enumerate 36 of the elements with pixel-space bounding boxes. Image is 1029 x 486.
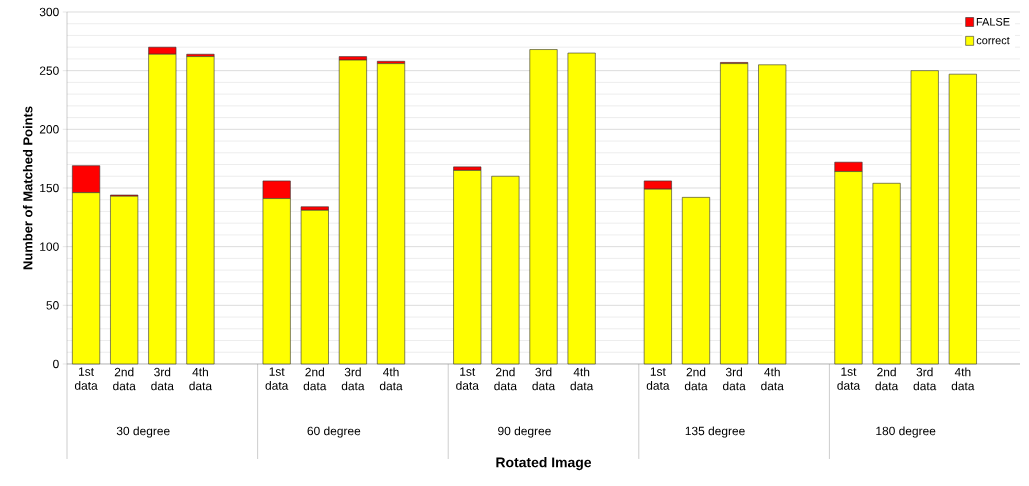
text: 135 degree [685, 426, 745, 438]
x-tick-label: 1st data [456, 367, 479, 390]
x-tick-label: 3rd data [532, 367, 556, 391]
x-tick-label: 4th data [761, 367, 784, 391]
y-tick-label: 150 [40, 183, 59, 193]
x-tick-label: 2nd data [303, 367, 327, 391]
y-axis-title: Number of Matched Points [22, 106, 33, 270]
x-tick-label: 3rd data [341, 367, 365, 391]
x-tick-label: 4th data [951, 367, 975, 391]
x-tick-label: 3rd data [722, 367, 746, 391]
y-tick-label: 200 [39, 125, 59, 134]
legend-label: FALSE [976, 17, 1010, 26]
x-axis-title: Rotated Image [496, 457, 592, 471]
y-tick-label: 300 [39, 7, 59, 17]
x-tick-label: 3rd data [913, 367, 937, 391]
x-tick-label: 2nd data [113, 367, 136, 391]
x-tick-label: 1st data [646, 367, 670, 390]
y-tick-label: 50 [46, 301, 59, 310]
x-tick-label: 4th data [379, 367, 403, 391]
text: 30 degree [116, 426, 170, 438]
legend-label: correct [976, 37, 1010, 45]
text: 90 degree [498, 426, 551, 438]
x-tick-label: 3rd data [151, 367, 174, 391]
x-tick-label: 2nd data [494, 367, 518, 391]
y-tick-label: 100 [40, 242, 59, 251]
x-tick-label: 2nd data [875, 367, 899, 391]
x-tick-label: 2nd data [684, 367, 708, 391]
y-tick-label: 250 [39, 66, 59, 75]
text: 180 degree [876, 426, 936, 438]
y-tick-label: 0 [53, 359, 59, 369]
text: 60 degree [307, 426, 361, 438]
x-tick-label: 4th data [189, 367, 213, 391]
x-tick-label: 1st data [265, 367, 289, 390]
x-tick-label: 1st data [837, 367, 861, 390]
x-tick-label: 4th data [570, 367, 594, 391]
x-tick-label: 1st data [74, 367, 98, 390]
